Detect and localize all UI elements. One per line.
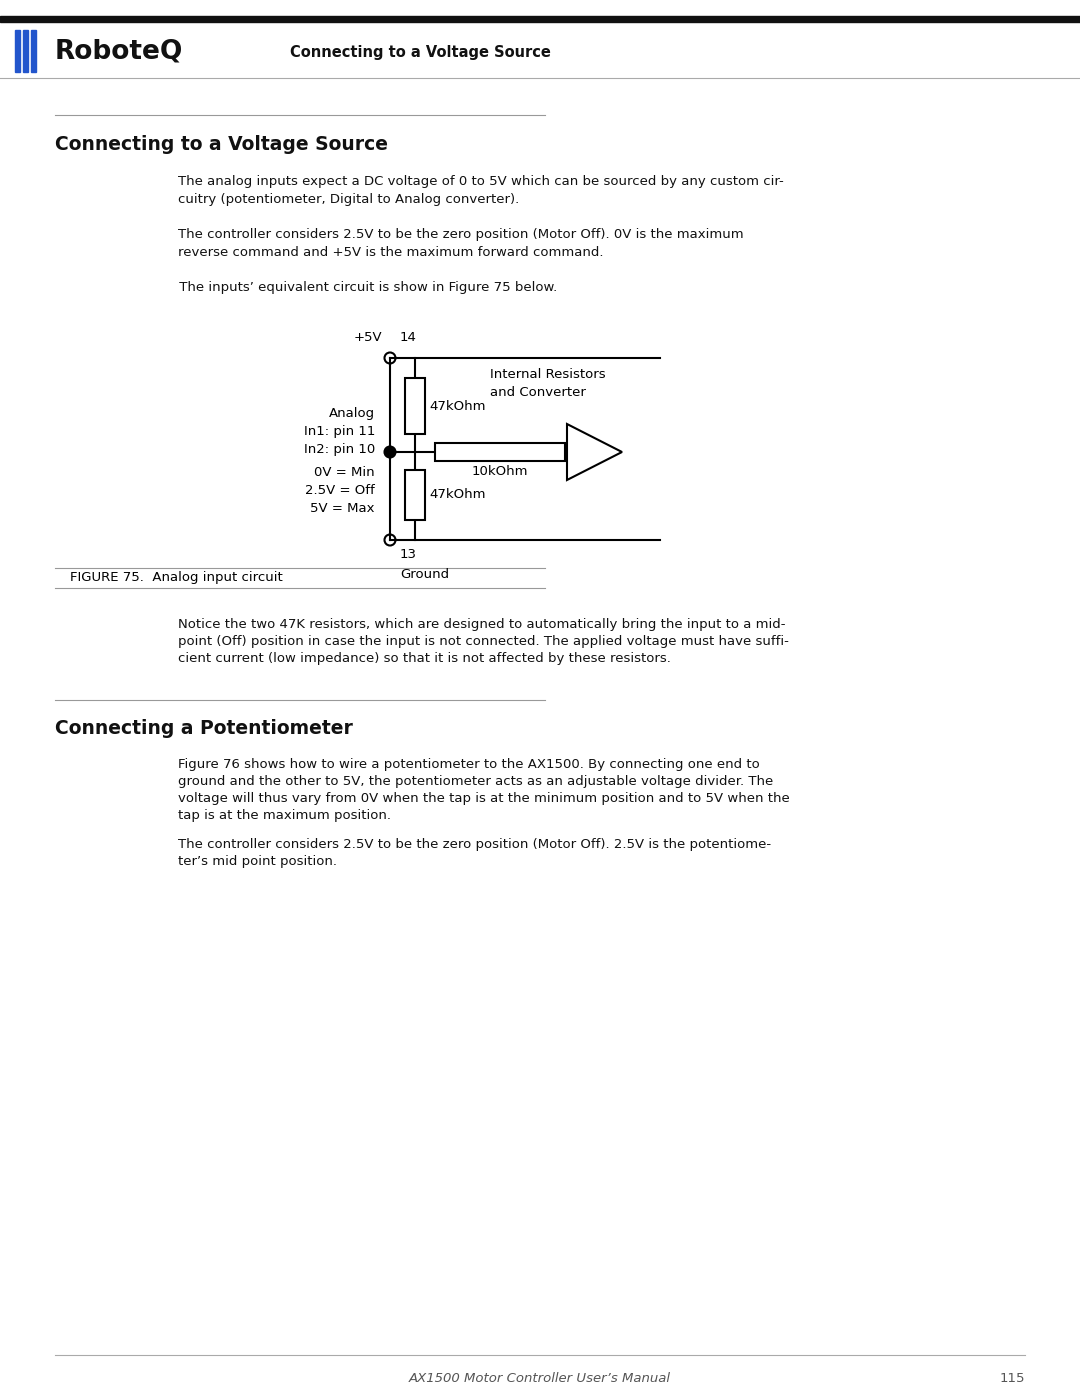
Text: 10kOhm: 10kOhm [472, 465, 528, 478]
Bar [23, 29, 28, 73]
Text: 5V = Max: 5V = Max [311, 502, 375, 514]
Text: Connecting to a Voltage Source: Connecting to a Voltage Source [55, 136, 388, 155]
Text: Internal Resistors: Internal Resistors [490, 367, 606, 380]
Text: and Converter: and Converter [490, 386, 585, 398]
Text: cient current (low impedance) so that it is not affected by these resistors.: cient current (low impedance) so that it… [178, 652, 671, 665]
Text: 13: 13 [400, 548, 417, 562]
Text: Connecting a Potentiometer: Connecting a Potentiometer [55, 718, 353, 738]
Text: Connecting to a Voltage Source: Connecting to a Voltage Source [291, 45, 551, 60]
Text: FIGURE 75.  Analog input circuit: FIGURE 75. Analog input circuit [70, 571, 283, 584]
Text: In1: pin 11: In1: pin 11 [303, 426, 375, 439]
Text: AX1500 Motor Controller User’s Manual: AX1500 Motor Controller User’s Manual [409, 1372, 671, 1384]
Text: The controller considers 2.5V to be the zero position (Motor Off). 2.5V is the p: The controller considers 2.5V to be the … [178, 838, 771, 851]
Bar [15, 29, 21, 73]
Text: RoboteQ: RoboteQ [55, 39, 184, 66]
Text: ter’s mid point position.: ter’s mid point position. [178, 855, 337, 868]
Bar [435, 443, 565, 461]
Text: Ground: Ground [400, 569, 449, 581]
Text: tap is at the maximum position.: tap is at the maximum position. [178, 809, 391, 821]
Text: 0V = Min: 0V = Min [314, 465, 375, 479]
Text: Figure 76 shows how to wire a potentiometer to the AX1500. By connecting one end: Figure 76 shows how to wire a potentiome… [178, 759, 759, 771]
Bar [405, 469, 426, 520]
Text: reverse command and +5V is the maximum forward command.: reverse command and +5V is the maximum f… [178, 246, 604, 258]
Bar [0, 15, 1080, 22]
Text: The inputs’ equivalent circuit is show in Figure 75 below.: The inputs’ equivalent circuit is show i… [175, 281, 557, 293]
Text: 14: 14 [400, 331, 417, 344]
Text: 47kOhm: 47kOhm [429, 489, 486, 502]
Text: voltage will thus vary from 0V when the tap is at the minimum position and to 5V: voltage will thus vary from 0V when the … [178, 792, 789, 805]
Polygon shape [567, 425, 622, 481]
Text: point (Off) position in case the input is not connected. The applied voltage mus: point (Off) position in case the input i… [178, 636, 788, 648]
Text: cuitry (potentiometer, Digital to Analog converter).: cuitry (potentiometer, Digital to Analog… [178, 193, 519, 205]
Text: Notice the two 47K resistors, which are designed to automatically bring the inpu: Notice the two 47K resistors, which are … [178, 617, 785, 631]
Text: A/D: A/D [581, 446, 603, 458]
Text: ground and the other to 5V, the potentiometer acts as an adjustable voltage divi: ground and the other to 5V, the potentio… [178, 775, 773, 788]
Text: 2.5V = Off: 2.5V = Off [306, 483, 375, 496]
Text: +5V: +5V [353, 331, 382, 344]
Bar [405, 379, 426, 434]
Text: In2: pin 10: In2: pin 10 [303, 443, 375, 455]
Circle shape [386, 447, 394, 457]
Text: 115: 115 [999, 1372, 1025, 1384]
Text: Analog: Analog [329, 408, 375, 420]
Bar [31, 29, 36, 73]
Text: 47kOhm: 47kOhm [429, 400, 486, 412]
Text: The analog inputs expect a DC voltage of 0 to 5V which can be sourced by any cus: The analog inputs expect a DC voltage of… [178, 175, 784, 189]
Text: The controller considers 2.5V to be the zero position (Motor Off). 0V is the max: The controller considers 2.5V to be the … [178, 228, 744, 242]
